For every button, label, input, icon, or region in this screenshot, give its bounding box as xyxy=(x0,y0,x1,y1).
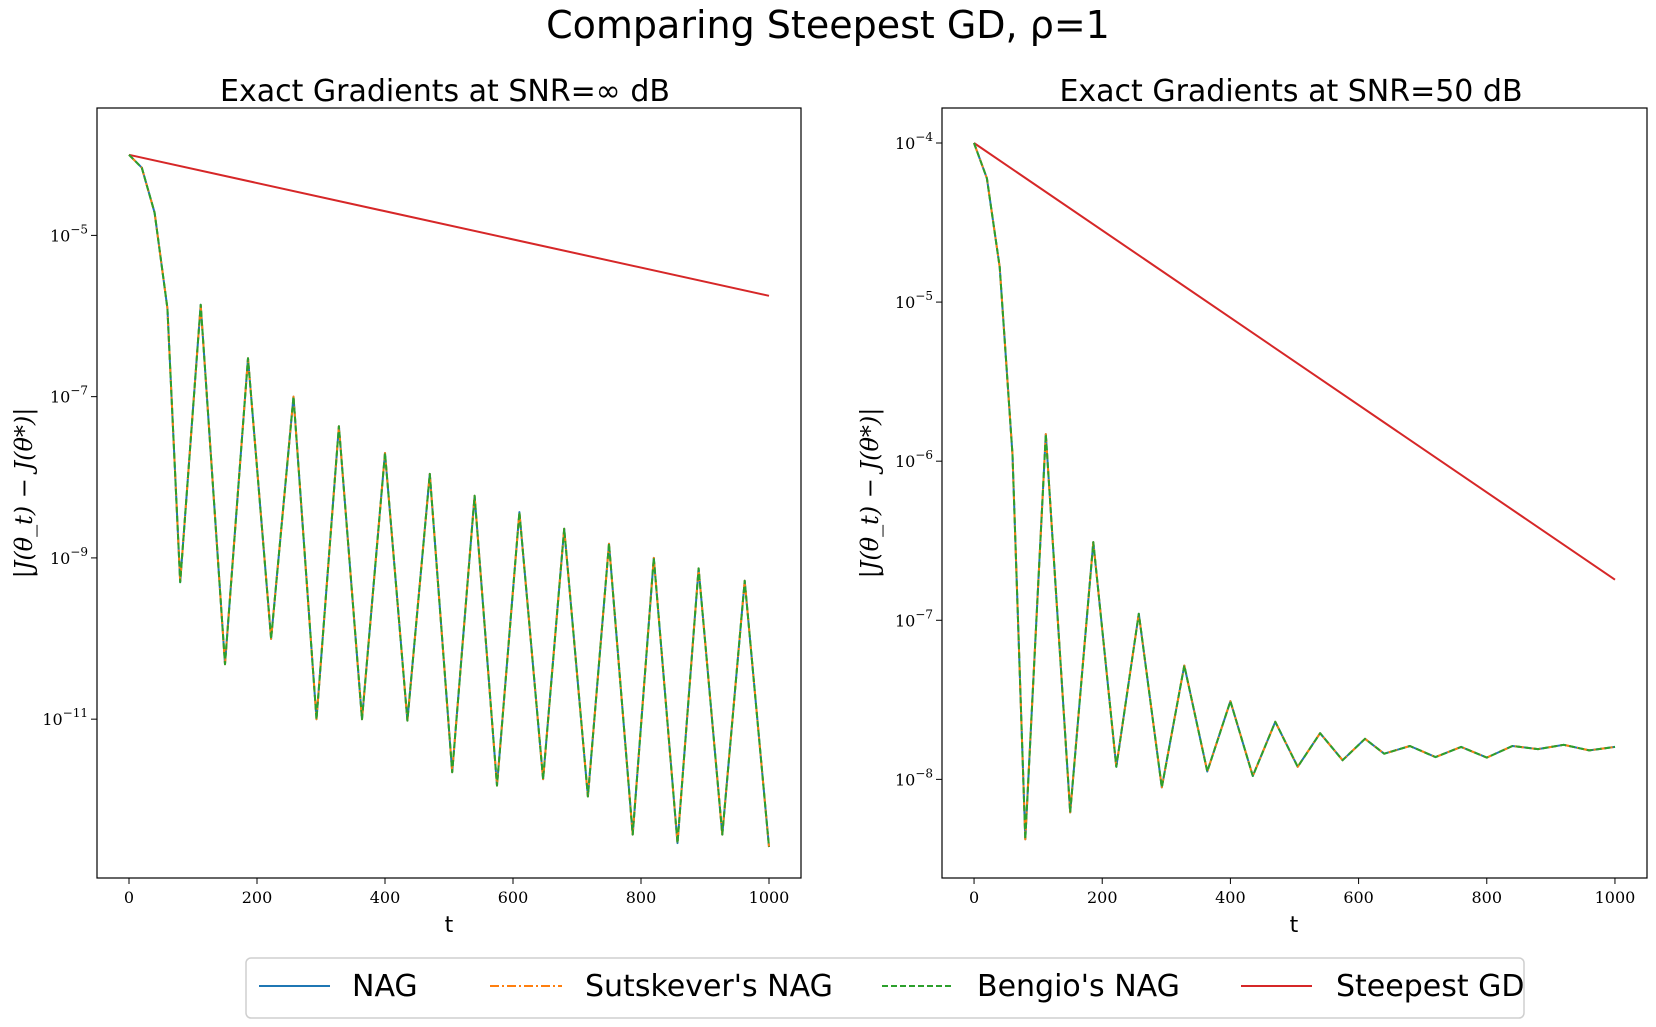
xtick-label: 200 xyxy=(242,888,273,907)
panel-left-series-group xyxy=(128,153,770,848)
ytick-label: 10−9 xyxy=(50,545,88,568)
legend: NAG Sutskever's NAG Bengio's NAG Steepes… xyxy=(245,957,1525,1019)
ytick-label: 10−11 xyxy=(42,706,88,729)
xtick-label: 800 xyxy=(626,888,657,907)
ytick-label: 10−8 xyxy=(895,766,933,789)
legend-label-nag: NAG xyxy=(352,969,418,1004)
panel-right-ylabel: |J(θ_t) − J(θ*)| xyxy=(856,408,885,579)
xtick-label: 400 xyxy=(370,888,401,907)
panel-right-ticks: 0 200 400 600 800 1000 10−4 10−5 10−6 10−7 10−8 xyxy=(895,130,1635,907)
series-line-steepest-gd-left xyxy=(128,153,770,297)
series-line-sutskever-s-nag-left xyxy=(128,154,770,848)
ytick-label: 10−6 xyxy=(895,448,933,471)
series-line-bengio-s-nag-right xyxy=(973,142,1616,841)
series-line-sutskever-s-nag-right xyxy=(973,142,1616,841)
panel-left: Exact Gradients at SNR=∞ dB 0 200 400 600 80… xyxy=(10,74,802,938)
legend-label-sutskever: Sutskever's NAG xyxy=(585,969,833,1004)
series-line-nag-left xyxy=(128,154,770,848)
panel-right-axes-frame xyxy=(941,107,1648,879)
panel-left-axes-frame xyxy=(96,107,802,879)
panel-right-title: Exact Gradients at SNR=50 dB xyxy=(1059,74,1522,109)
panel-left-title: Exact Gradients at SNR=∞ dB xyxy=(220,74,670,109)
xtick-label: 800 xyxy=(1471,888,1502,907)
ytick-label: 10−5 xyxy=(50,222,88,245)
legend-label-steepest: Steepest GD xyxy=(1336,969,1525,1004)
ytick-label: 10−7 xyxy=(895,607,933,630)
ytick-label: 10−4 xyxy=(895,130,933,153)
series-line-nag-right xyxy=(973,142,1616,841)
xtick-label: 600 xyxy=(498,888,529,907)
legend-frame xyxy=(245,957,1525,1019)
panel-right-series-group xyxy=(973,142,1616,841)
ytick-label: 10−7 xyxy=(50,384,88,407)
panel-right: Exact Gradients at SNR=50 dB 0 200 400 600 8… xyxy=(856,74,1648,938)
panel-left-xlabel: t xyxy=(445,913,454,938)
xtick-label: 1000 xyxy=(1595,888,1636,907)
ytick-label: 10−5 xyxy=(895,289,933,312)
panel-right-xlabel: t xyxy=(1290,913,1299,938)
series-line-steepest-gd-right xyxy=(973,142,1616,581)
xtick-label: 1000 xyxy=(749,888,790,907)
legend-label-bengio: Bengio's NAG xyxy=(977,969,1180,1004)
figure-title: Comparing Steepest GD, ρ=1 xyxy=(546,3,1110,47)
xtick-label: 0 xyxy=(124,888,134,907)
panel-left-ticks: 0 200 400 600 800 1000 10−5 10−7 10−9 10−11 xyxy=(42,222,789,907)
xtick-label: 200 xyxy=(1087,888,1118,907)
xtick-label: 0 xyxy=(969,888,979,907)
panel-left-ylabel: |J(θ_t) − J(θ*)| xyxy=(10,408,39,579)
xtick-label: 400 xyxy=(1215,888,1246,907)
xtick-label: 600 xyxy=(1343,888,1374,907)
series-line-bengio-s-nag-left xyxy=(128,154,770,848)
